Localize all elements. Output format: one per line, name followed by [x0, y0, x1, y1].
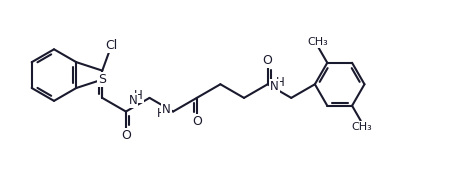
- Text: O: O: [263, 54, 273, 67]
- Text: H: H: [276, 76, 285, 89]
- Text: N: N: [129, 94, 137, 107]
- Text: S: S: [98, 73, 106, 86]
- Text: Cl: Cl: [105, 39, 117, 52]
- Text: N: N: [162, 103, 171, 116]
- Text: N: N: [270, 80, 279, 93]
- Text: H: H: [134, 89, 143, 102]
- Text: O: O: [121, 129, 131, 142]
- Text: CH₃: CH₃: [307, 37, 328, 47]
- Text: H: H: [157, 107, 166, 120]
- Text: CH₃: CH₃: [351, 122, 372, 132]
- Text: O: O: [192, 115, 202, 128]
